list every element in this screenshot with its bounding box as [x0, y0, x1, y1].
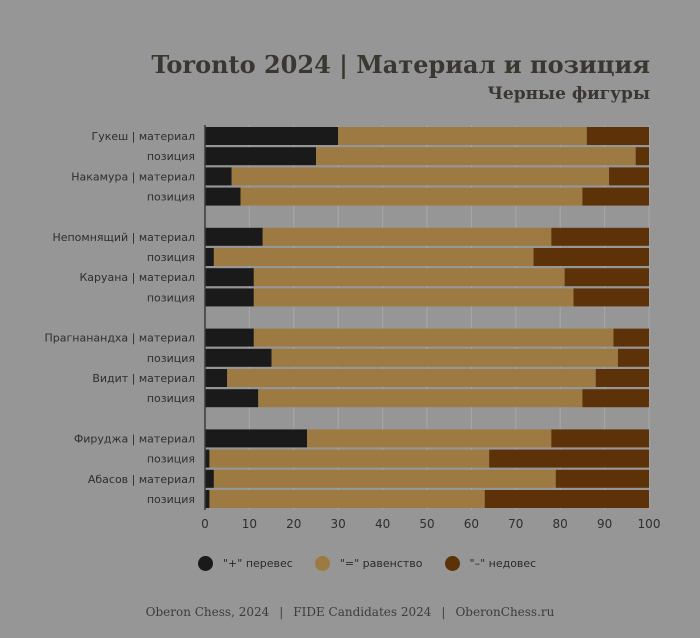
bar-segment-plus [205, 127, 339, 145]
legend-item-minus: "–" недовес [444, 556, 537, 571]
stacked-bar-chart: Гукеш | материал позиция Накамура | матери… [44, 125, 660, 531]
bar-segment-minus [595, 369, 649, 387]
y-axis-label: Накамура | материал [71, 170, 195, 183]
bar-segment-minus [617, 348, 649, 367]
footer: Oberon Chess, 2024 | FIDE Candidates 2024 |… [0, 605, 700, 619]
footer-site: OberonChess.ru [455, 605, 555, 619]
legend-swatch-minus [444, 556, 460, 571]
bar-segment-plus [205, 389, 259, 408]
bar-segment-plus [205, 147, 316, 166]
bar-segment-plus [205, 328, 254, 347]
bar-segment-plus [205, 449, 210, 468]
bar-segment-plus [205, 469, 214, 488]
bar-segment-plus [205, 187, 241, 206]
y-axis-label: позиция [147, 352, 195, 365]
y-axis-label: позиция [147, 150, 195, 163]
bar-segment-eq [258, 389, 583, 408]
bars [205, 127, 649, 508]
y-axis-label: позиция [147, 291, 195, 304]
bar-segment-eq [253, 268, 565, 287]
bar-segment-eq [213, 469, 556, 488]
x-tick-label: 60 [464, 517, 479, 531]
bar-segment-eq [240, 187, 583, 206]
bar-segment-plus [205, 490, 210, 508]
legend-label-minus: "–" недовес [469, 557, 537, 570]
bar-segment-plus [205, 167, 232, 186]
footer-author: Oberon Chess, 2024 [145, 605, 270, 619]
x-tick-label: 30 [331, 517, 346, 531]
x-tick-label: 40 [375, 517, 390, 531]
bar-segment-eq [253, 288, 574, 307]
bar-segment-plus [205, 369, 228, 387]
y-axis-label: Абасов | материал [88, 473, 195, 486]
legend: "+" перевес "=" равенство "–" недовес [198, 556, 558, 571]
y-axis-label: Каруана | материал [79, 271, 195, 284]
bar-segment-plus [205, 227, 263, 246]
legend-label-eq: "=" равенство [339, 557, 423, 570]
legend-item-plus: "+" перевес [198, 556, 293, 571]
bar-segment-plus [205, 429, 308, 448]
x-tick-label: 0 [201, 517, 209, 531]
chart-title: Toronto 2024 | Материал и позиция [151, 50, 650, 79]
bar-segment-minus [555, 469, 649, 488]
x-tick-label: 20 [286, 517, 301, 531]
bar-segment-minus [613, 328, 649, 347]
bar-segment-minus [582, 389, 649, 408]
bar-segment-eq [262, 227, 552, 246]
legend-label-plus: "+" перевес [223, 557, 293, 570]
bar-segment-minus [533, 248, 649, 266]
x-tick-label: 100 [638, 517, 661, 531]
y-axis-label: Прагнанандха | материал [44, 332, 195, 345]
legend-swatch-eq [314, 556, 330, 571]
bar-segment-minus [609, 167, 649, 186]
bar-segment-eq [338, 127, 587, 145]
bar-segment-minus [582, 187, 649, 206]
bar-segment-minus [551, 429, 649, 448]
y-axis-label: Фируджа | материал [74, 432, 195, 445]
y-axis-label: Видит | материал [92, 372, 195, 385]
x-tick-label: 10 [242, 517, 257, 531]
y-axis-label: Непомнящий | материал [52, 231, 195, 244]
bar-segment-minus [489, 449, 649, 468]
footer-separator: | [279, 605, 284, 619]
x-tick-label: 80 [553, 517, 568, 531]
x-axis-ticks: 0 10 20 30 40 50 60 70 80 90 100 [201, 517, 660, 531]
bar-segment-minus [484, 490, 649, 508]
bar-segment-eq [209, 490, 485, 508]
bar-segment-eq [253, 328, 614, 347]
legend-swatch-plus [198, 556, 213, 571]
bar-segment-eq [209, 449, 490, 468]
bar-segment-plus [205, 288, 254, 307]
y-axis-label: позиция [147, 392, 195, 405]
bar-segment-eq [231, 167, 610, 186]
bar-segment-minus [635, 147, 649, 166]
y-axis-label: позиция [147, 453, 195, 466]
bar-segment-minus [573, 288, 649, 307]
bar-segment-plus [205, 268, 254, 287]
bar-segment-plus [205, 248, 214, 266]
bar-segment-plus [205, 348, 272, 367]
bar-segment-minus [586, 127, 649, 145]
bar-segment-minus [551, 227, 649, 246]
y-axis-label: Гукеш | материал [91, 130, 195, 143]
bar-segment-eq [307, 429, 552, 448]
bar-segment-eq [316, 147, 636, 166]
y-axis-label: позиция [147, 191, 195, 204]
bar-segment-minus [564, 268, 649, 287]
legend-item-eq: "=" равенство [314, 556, 423, 571]
x-tick-label: 70 [508, 517, 523, 531]
bar-segment-eq [271, 348, 618, 367]
footer-separator: | [441, 605, 446, 619]
x-tick-label: 90 [597, 517, 612, 531]
y-axis-labels: Гукеш | материал позиция Накамура | матери… [44, 130, 195, 506]
y-axis-label: позиция [147, 493, 195, 506]
y-axis-label: позиция [147, 251, 195, 264]
chart-subtitle: Черные фигуры [487, 84, 650, 104]
bar-segment-eq [213, 248, 534, 266]
x-tick-label: 50 [419, 517, 434, 531]
bar-segment-eq [227, 369, 596, 387]
footer-event: FIDE Candidates 2024 [293, 605, 432, 619]
